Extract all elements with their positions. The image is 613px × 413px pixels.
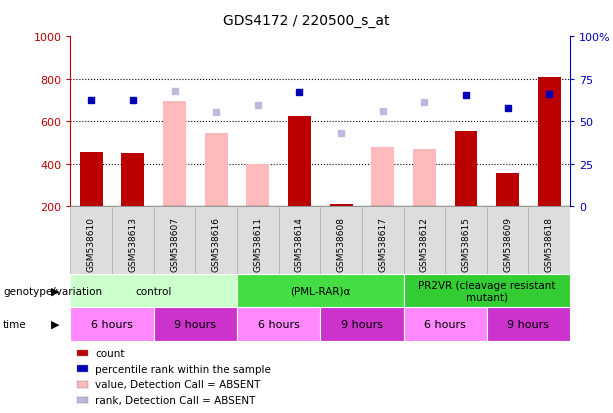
Bar (445, 206, 487, 275)
Text: GSM538614: GSM538614 (295, 217, 304, 271)
Bar (237, 206, 279, 275)
Text: value, Detection Call = ABSENT: value, Detection Call = ABSENT (95, 380, 261, 389)
Bar (163, 102, 186, 206)
Bar (196, 206, 237, 275)
Bar (538, 77, 561, 206)
Text: rank, Detection Call = ABSENT: rank, Detection Call = ABSENT (95, 395, 256, 405)
Bar (321, 206, 362, 275)
Text: ▶: ▶ (51, 286, 59, 296)
Text: 6 hours: 6 hours (424, 319, 466, 329)
Text: GSM538611: GSM538611 (253, 217, 262, 272)
Bar (70, 206, 112, 275)
Text: control: control (135, 286, 172, 296)
Bar (70, 275, 237, 308)
Bar (362, 206, 403, 275)
Text: GSM538607: GSM538607 (170, 217, 179, 272)
Bar (112, 206, 154, 275)
Text: GSM538612: GSM538612 (420, 217, 429, 271)
Bar (371, 147, 394, 206)
Bar (403, 275, 570, 308)
Text: GDS4172 / 220500_s_at: GDS4172 / 220500_s_at (223, 14, 390, 28)
Bar (496, 174, 519, 206)
Bar (121, 154, 145, 206)
Text: 6 hours: 6 hours (91, 319, 133, 329)
Text: 9 hours: 9 hours (174, 319, 216, 329)
Text: percentile rank within the sample: percentile rank within the sample (95, 364, 271, 374)
Text: 9 hours: 9 hours (341, 319, 383, 329)
Text: GSM538616: GSM538616 (211, 217, 221, 272)
Text: (PML-RAR)α: (PML-RAR)α (290, 286, 351, 296)
Bar (403, 206, 445, 275)
Bar (487, 206, 528, 275)
Bar (528, 206, 570, 275)
Bar (154, 206, 196, 275)
Text: ▶: ▶ (51, 319, 59, 329)
Bar (246, 164, 269, 206)
Text: GSM538610: GSM538610 (87, 217, 96, 272)
Text: PR2VR (cleavage resistant
mutant): PR2VR (cleavage resistant mutant) (418, 280, 555, 302)
Bar (455, 131, 478, 206)
Bar (321, 308, 403, 341)
Text: GSM538615: GSM538615 (462, 217, 471, 272)
Text: 9 hours: 9 hours (508, 319, 549, 329)
Bar (330, 204, 352, 206)
Bar (413, 150, 436, 206)
Bar (154, 308, 237, 341)
Bar (487, 308, 570, 341)
Bar (80, 152, 103, 206)
Text: genotype/variation: genotype/variation (3, 286, 102, 296)
Text: GSM538609: GSM538609 (503, 217, 512, 272)
Bar (279, 206, 321, 275)
Text: GSM538617: GSM538617 (378, 217, 387, 272)
Bar (237, 275, 403, 308)
Text: count: count (95, 348, 124, 358)
Text: GSM538618: GSM538618 (545, 217, 554, 272)
Bar (288, 116, 311, 206)
Bar (237, 308, 321, 341)
Bar (403, 308, 487, 341)
Bar (70, 308, 154, 341)
Bar (205, 133, 227, 206)
Text: GSM538608: GSM538608 (337, 217, 346, 272)
Text: time: time (3, 319, 27, 329)
Text: GSM538613: GSM538613 (129, 217, 137, 272)
Text: 6 hours: 6 hours (257, 319, 300, 329)
